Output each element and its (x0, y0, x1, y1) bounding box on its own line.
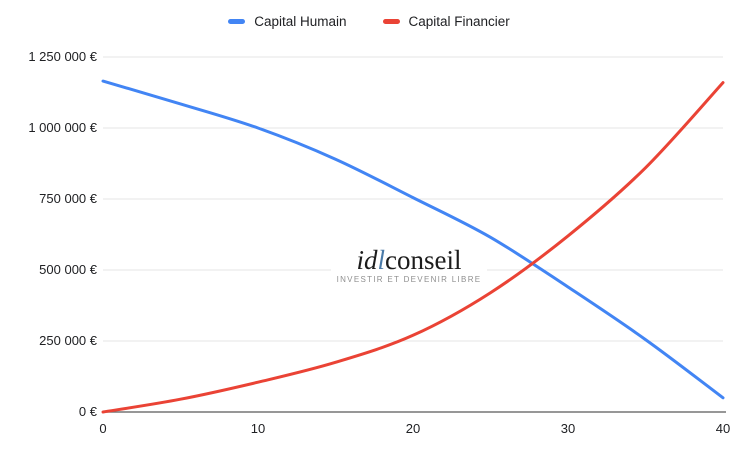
legend-swatch-capital-humain-icon (228, 19, 246, 24)
chart-legend: Capital Humain Capital Financier (0, 14, 738, 29)
x-axis-tick-label: 20 (405, 421, 421, 436)
watermark-tagline: INVESTIR ET DEVENIR LIBRE (336, 275, 482, 284)
x-axis-tick-label: 30 (560, 421, 576, 436)
y-axis-tick-label: 1 000 000 € (28, 120, 97, 135)
y-axis-tick-label: 1 250 000 € (28, 49, 97, 64)
y-axis-tick-label: 750 000 € (39, 191, 97, 206)
y-axis-tick-label: 500 000 € (39, 262, 97, 277)
x-axis-tick-label: 40 (715, 421, 731, 436)
legend-label-capital-financier: Capital Financier (408, 14, 510, 29)
y-axis-tick-label: 0 € (78, 404, 97, 419)
y-axis-tick-label: 250 000 € (39, 333, 97, 348)
x-axis-tick-label: 10 (250, 421, 266, 436)
legend-swatch-capital-financier-icon (382, 19, 400, 24)
legend-label-capital-humain: Capital Humain (254, 14, 347, 29)
x-axis-tick-label: 0 (99, 421, 107, 436)
watermark-brand-rest: conseil (385, 245, 462, 275)
watermark-brand-accent: l (377, 245, 386, 275)
watermark-brand-text: idlconseil (331, 246, 487, 274)
watermark-logo: idlconseil INVESTIR ET DEVENIR LIBRE (331, 245, 487, 288)
series-line-capital-humain[interactable] (101, 79, 725, 400)
legend-item-capital-humain[interactable]: Capital Humain (228, 14, 347, 29)
series-line-capital-financier[interactable] (101, 81, 725, 414)
watermark-brand-prefix: id (356, 245, 378, 275)
legend-item-capital-financier[interactable]: Capital Financier (382, 14, 510, 29)
